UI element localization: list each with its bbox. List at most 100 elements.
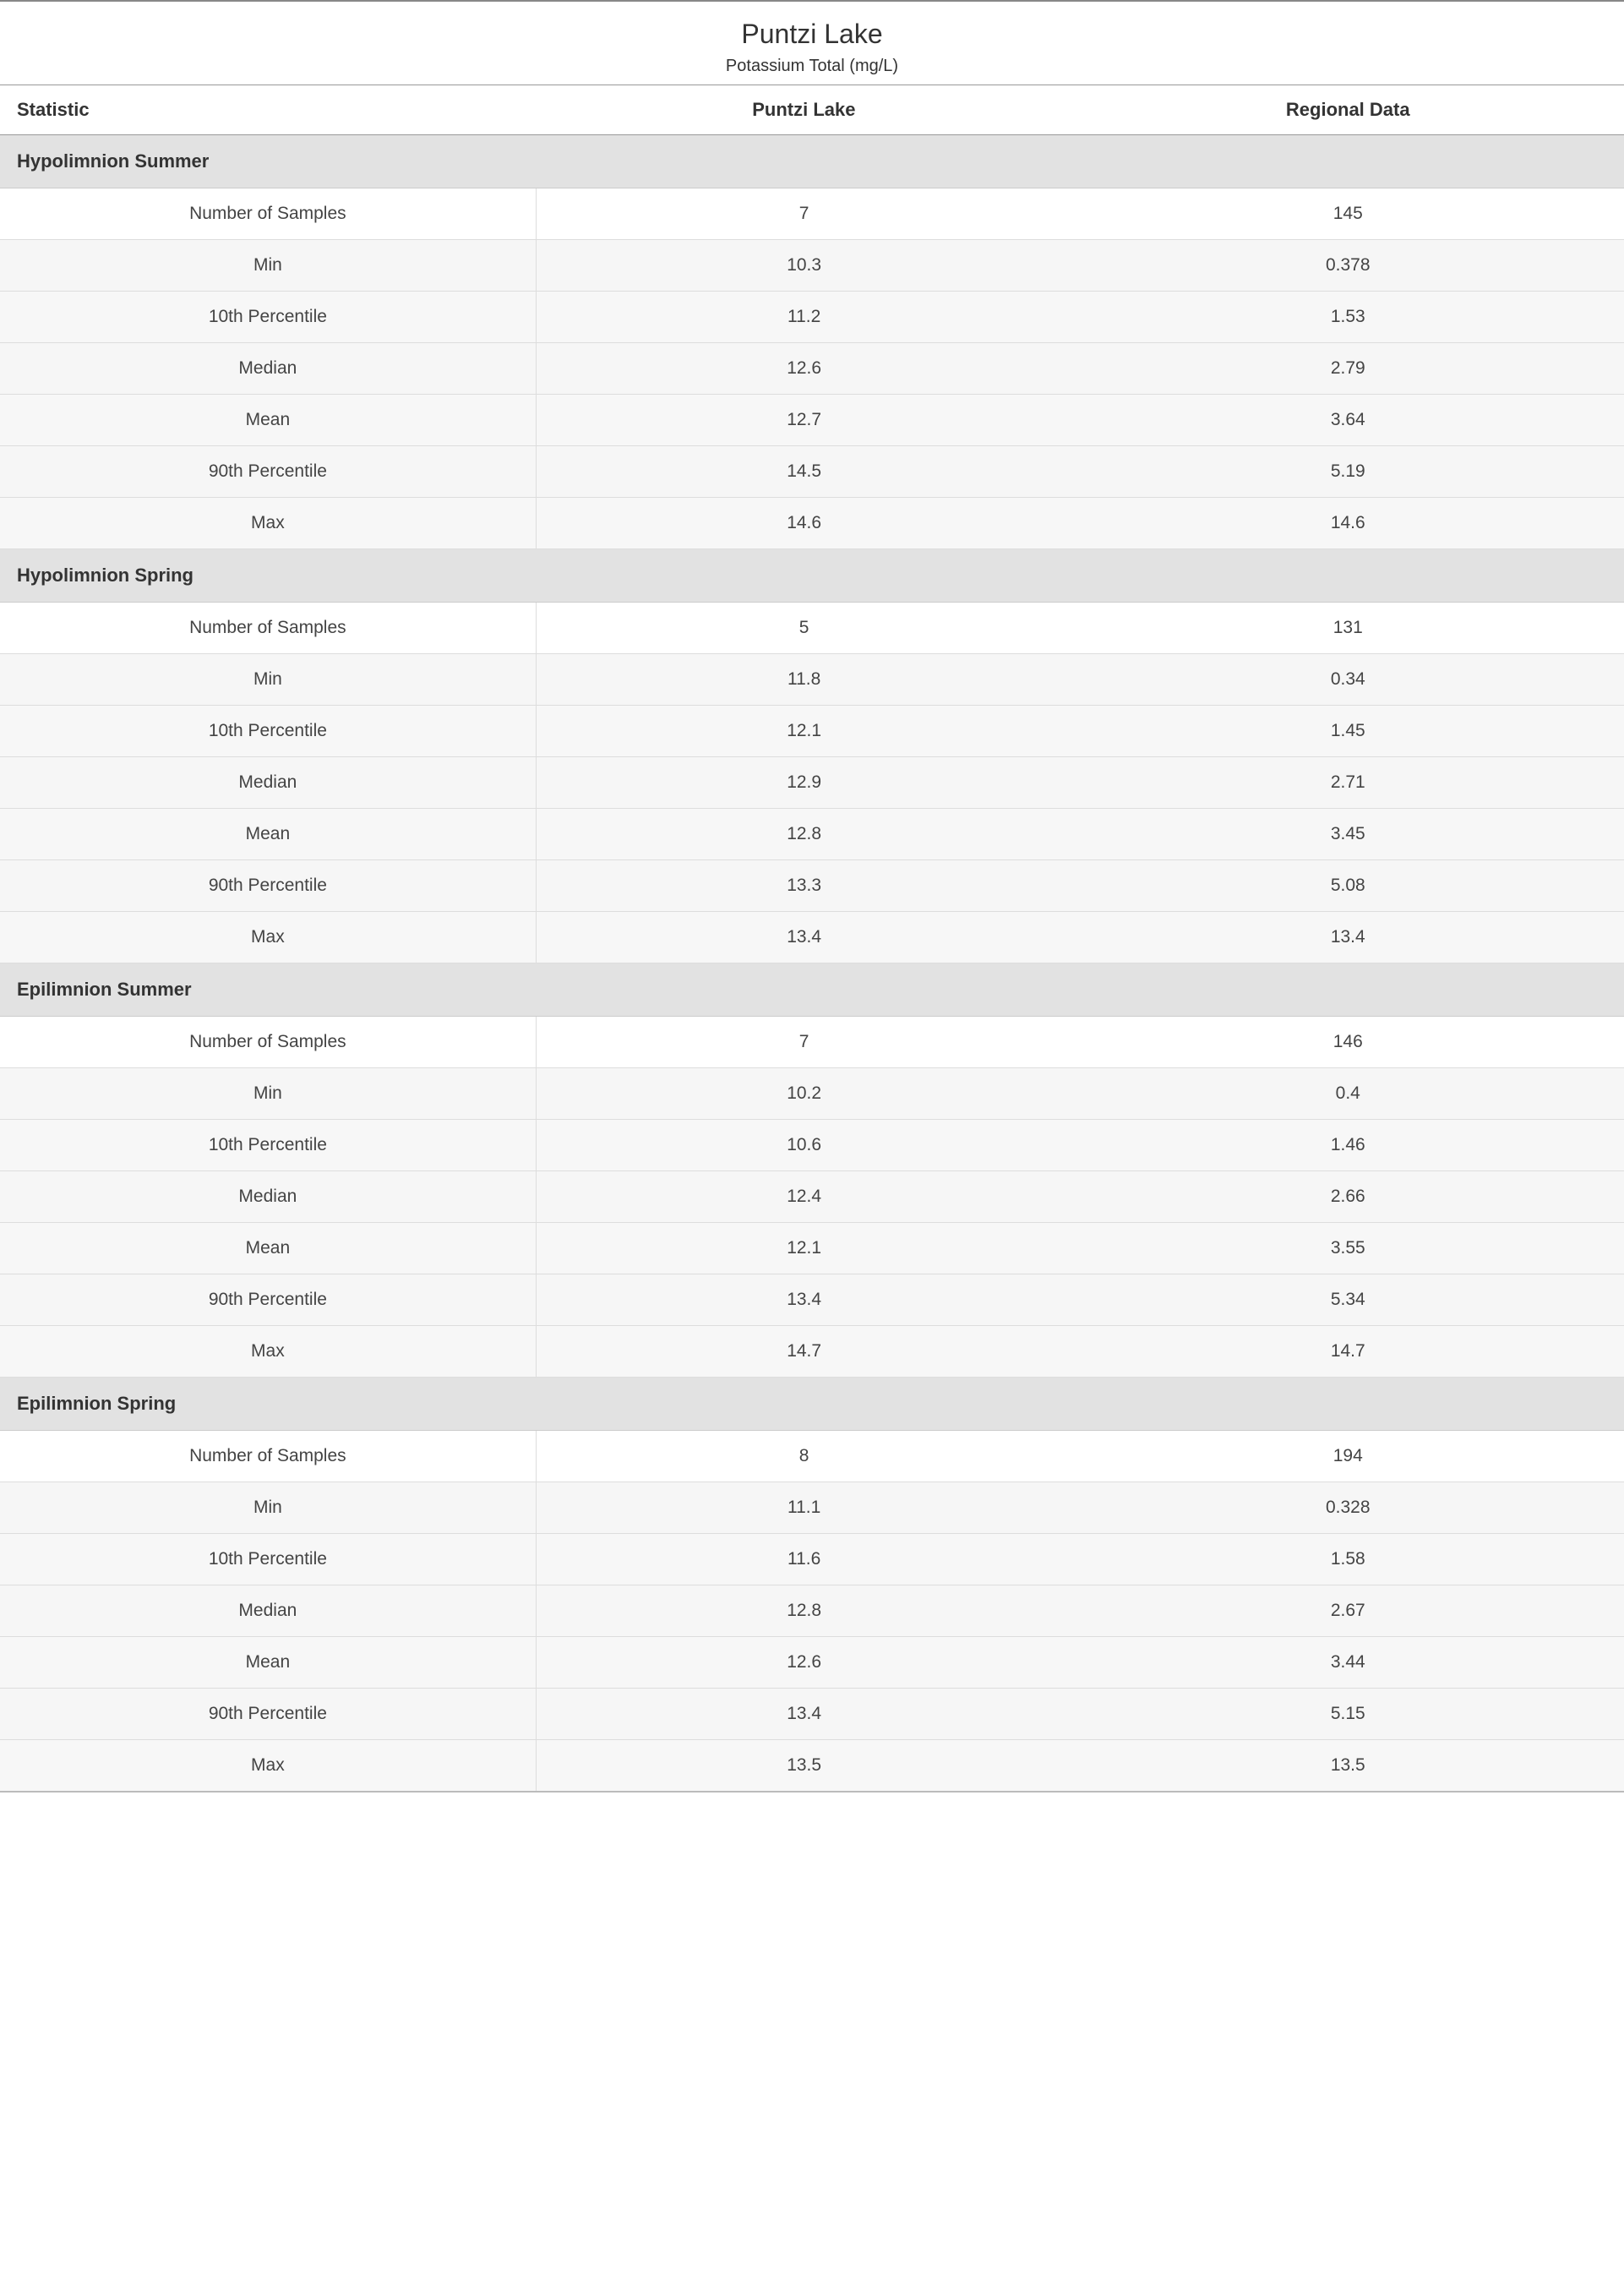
statistic-label-cell: Median — [0, 757, 536, 809]
lake-value-cell: 13.4 — [536, 912, 1071, 963]
regional-value-cell: 131 — [1072, 603, 1624, 654]
section-header-row: Hypolimnion Spring — [0, 549, 1624, 603]
statistic-label-cell: Max — [0, 498, 536, 549]
lake-value-cell: 10.3 — [536, 240, 1071, 292]
statistic-label-cell: Max — [0, 1740, 536, 1793]
regional-value-cell: 1.45 — [1072, 706, 1624, 757]
regional-value-cell: 194 — [1072, 1431, 1624, 1482]
lake-value-cell: 11.2 — [536, 292, 1071, 343]
statistic-label-cell: Number of Samples — [0, 1017, 536, 1068]
table-row: Number of Samples5131 — [0, 603, 1624, 654]
regional-value-cell: 145 — [1072, 188, 1624, 240]
lake-value-cell: 14.5 — [536, 446, 1071, 498]
table-row: Median12.82.67 — [0, 1585, 1624, 1637]
table-row: 10th Percentile11.61.58 — [0, 1534, 1624, 1585]
statistic-label-cell: 90th Percentile — [0, 1689, 536, 1740]
table-row: Min11.10.328 — [0, 1482, 1624, 1534]
section-header-row: Epilimnion Spring — [0, 1378, 1624, 1431]
regional-value-cell: 1.58 — [1072, 1534, 1624, 1585]
table-row: Number of Samples7146 — [0, 1017, 1624, 1068]
statistic-label-cell: Median — [0, 343, 536, 395]
table-row: Mean12.73.64 — [0, 395, 1624, 446]
regional-value-cell: 2.71 — [1072, 757, 1624, 809]
table-row: 10th Percentile10.61.46 — [0, 1120, 1624, 1171]
table-row: Min10.30.378 — [0, 240, 1624, 292]
statistic-label-cell: 10th Percentile — [0, 1120, 536, 1171]
statistic-label-cell: 10th Percentile — [0, 706, 536, 757]
statistic-label-cell: Min — [0, 240, 536, 292]
table-row: 90th Percentile13.35.08 — [0, 860, 1624, 912]
lake-value-cell: 12.7 — [536, 395, 1071, 446]
statistic-label-cell: Median — [0, 1171, 536, 1223]
table-row: Max13.413.4 — [0, 912, 1624, 963]
lake-value-cell: 12.1 — [536, 706, 1071, 757]
title-section: Puntzi Lake Potassium Total (mg/L) — [0, 2, 1624, 85]
regional-value-cell: 1.53 — [1072, 292, 1624, 343]
statistic-label-cell: 10th Percentile — [0, 1534, 536, 1585]
regional-value-cell: 0.34 — [1072, 654, 1624, 706]
table-row: 10th Percentile12.11.45 — [0, 706, 1624, 757]
section-header-row: Epilimnion Summer — [0, 963, 1624, 1017]
statistic-label-cell: Min — [0, 1482, 536, 1534]
regional-value-cell: 14.6 — [1072, 498, 1624, 549]
statistic-label-cell: Mean — [0, 395, 536, 446]
lake-value-cell: 7 — [536, 1017, 1071, 1068]
statistic-label-cell: 90th Percentile — [0, 446, 536, 498]
regional-value-cell: 14.7 — [1072, 1326, 1624, 1378]
statistic-label-cell: Number of Samples — [0, 1431, 536, 1482]
regional-value-cell: 146 — [1072, 1017, 1624, 1068]
regional-value-cell: 0.328 — [1072, 1482, 1624, 1534]
statistic-label-cell: Min — [0, 654, 536, 706]
lake-value-cell: 14.7 — [536, 1326, 1071, 1378]
regional-value-cell: 5.15 — [1072, 1689, 1624, 1740]
lake-value-cell: 12.8 — [536, 1585, 1071, 1637]
table-row: Mean12.13.55 — [0, 1223, 1624, 1274]
regional-value-cell: 2.66 — [1072, 1171, 1624, 1223]
lake-value-cell: 5 — [536, 603, 1071, 654]
lake-value-cell: 11.6 — [536, 1534, 1071, 1585]
table-row: Mean12.83.45 — [0, 809, 1624, 860]
table-body: Hypolimnion SummerNumber of Samples7145M… — [0, 135, 1624, 1793]
statistic-label-cell: 90th Percentile — [0, 860, 536, 912]
table-row: 90th Percentile13.45.15 — [0, 1689, 1624, 1740]
regional-value-cell: 3.55 — [1072, 1223, 1624, 1274]
column-header-regional: Regional Data — [1072, 85, 1624, 135]
table-header-row: Statistic Puntzi Lake Regional Data — [0, 85, 1624, 135]
lake-value-cell: 14.6 — [536, 498, 1071, 549]
table-row: Min10.20.4 — [0, 1068, 1624, 1120]
statistic-label-cell: Number of Samples — [0, 603, 536, 654]
regional-value-cell: 2.79 — [1072, 343, 1624, 395]
statistic-label-cell: 90th Percentile — [0, 1274, 536, 1326]
regional-value-cell: 2.67 — [1072, 1585, 1624, 1637]
statistic-label-cell: Median — [0, 1585, 536, 1637]
statistic-label-cell: Mean — [0, 1637, 536, 1689]
lake-value-cell: 11.1 — [536, 1482, 1071, 1534]
lake-value-cell: 8 — [536, 1431, 1071, 1482]
column-header-statistic: Statistic — [0, 85, 536, 135]
table-row: Min11.80.34 — [0, 654, 1624, 706]
statistics-table: Statistic Puntzi Lake Regional Data Hypo… — [0, 85, 1624, 1793]
lake-value-cell: 7 — [536, 188, 1071, 240]
section-header-cell: Epilimnion Spring — [0, 1378, 1624, 1431]
statistic-label-cell: Mean — [0, 809, 536, 860]
table-row: Max14.614.6 — [0, 498, 1624, 549]
table-row: 10th Percentile11.21.53 — [0, 292, 1624, 343]
lake-value-cell: 10.6 — [536, 1120, 1071, 1171]
lake-value-cell: 12.9 — [536, 757, 1071, 809]
section-header-cell: Epilimnion Summer — [0, 963, 1624, 1017]
lake-value-cell: 10.2 — [536, 1068, 1071, 1120]
table-row: Max14.714.7 — [0, 1326, 1624, 1378]
regional-value-cell: 3.44 — [1072, 1637, 1624, 1689]
statistic-label-cell: Min — [0, 1068, 536, 1120]
lake-value-cell: 13.4 — [536, 1274, 1071, 1326]
regional-value-cell: 3.64 — [1072, 395, 1624, 446]
report-container: Puntzi Lake Potassium Total (mg/L) Stati… — [0, 0, 1624, 1793]
table-row: Median12.62.79 — [0, 343, 1624, 395]
table-row: Median12.92.71 — [0, 757, 1624, 809]
table-row: Number of Samples7145 — [0, 188, 1624, 240]
statistic-label-cell: 10th Percentile — [0, 292, 536, 343]
regional-value-cell: 5.34 — [1072, 1274, 1624, 1326]
table-row: Mean12.63.44 — [0, 1637, 1624, 1689]
column-header-lake: Puntzi Lake — [536, 85, 1071, 135]
lake-value-cell: 12.1 — [536, 1223, 1071, 1274]
